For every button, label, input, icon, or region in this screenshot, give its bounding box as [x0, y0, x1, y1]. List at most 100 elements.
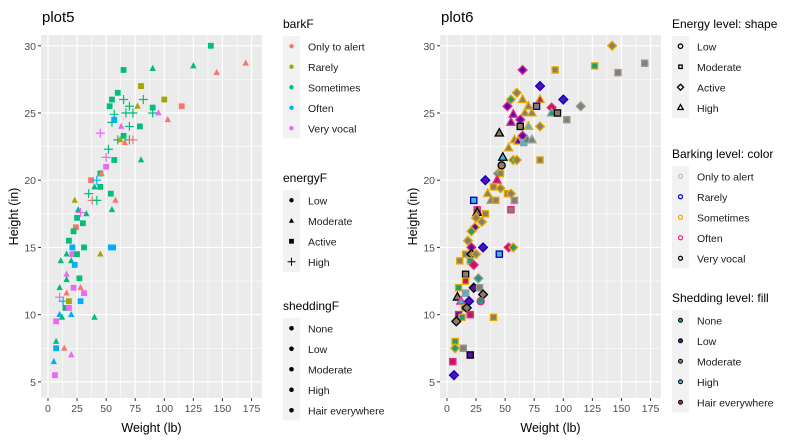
data-point: [116, 136, 124, 143]
data-point: [534, 93, 546, 104]
data-point: [98, 169, 105, 176]
data-point: [563, 115, 571, 124]
data-point: [482, 187, 493, 198]
data-point: [480, 174, 491, 186]
x-axis-label: Weight (lb): [520, 421, 580, 435]
data-point: [516, 122, 525, 131]
data-point: [190, 62, 197, 69]
data-point: [161, 96, 168, 103]
legend-key-rarely: [677, 194, 684, 200]
data-point: [75, 205, 82, 213]
data-point: [81, 244, 87, 251]
legend-group: Energy level: shape Low Moderate Active High: [672, 17, 778, 118]
legend-key-only-to-alert: [677, 173, 684, 179]
data-point: [101, 152, 111, 162]
plot-panel-plot6: plot6 0 25 50 75 100 125 150 175 5 10 15 20 25 30 Weigh…: [406, 9, 778, 435]
data-point: [476, 216, 488, 228]
data-point: [88, 177, 94, 184]
data-point: [71, 196, 78, 203]
legend-label: High: [308, 385, 330, 397]
legend-key-low: [289, 198, 294, 203]
legend-title: Energy level: shape: [672, 17, 778, 31]
data-point: [103, 163, 110, 170]
legend-label: Moderate: [697, 356, 742, 368]
data-point: [74, 214, 80, 221]
data-point: [63, 289, 70, 296]
data-point: [455, 295, 467, 305]
legend-label: Hair everywhere: [308, 405, 385, 417]
legend-group: barkF Only to alert Rarely Sometimes Often Ve…: [283, 17, 365, 139]
legend-title: sheddingF: [283, 299, 339, 313]
legend-label: Moderate: [308, 216, 353, 228]
legend-key-sometimes: [289, 85, 294, 90]
legend-key-hair-everywhere: [678, 399, 683, 405]
legend-title: energyF: [283, 171, 327, 185]
data-point: [507, 206, 515, 214]
x-axis-label: Weight (lb): [121, 421, 181, 435]
data-point: [71, 262, 78, 268]
plot-panel-plot5: plot5 0 25 50 75 100 125 150 175 5 10 15 20 25 30 Weigh…: [7, 9, 385, 435]
data-point: [495, 250, 504, 258]
data-point: [164, 115, 171, 123]
data-point: [461, 270, 470, 279]
y-tick-label: 15: [423, 242, 435, 254]
legend-label: Active: [308, 236, 337, 248]
data-point: [70, 284, 77, 291]
data-point: [62, 305, 69, 311]
data-point: [476, 296, 485, 306]
legend-label: Only to alert: [697, 171, 754, 183]
data-point: [68, 257, 75, 264]
legend-group: sheddingF None Low Moderate High Hair everywh…: [283, 299, 385, 421]
data-point: [489, 313, 498, 322]
legend-key-active: [289, 238, 294, 244]
data-point: [148, 108, 158, 118]
legend-key-background: [283, 190, 300, 272]
data-point: [517, 93, 528, 104]
plot-background: [41, 35, 262, 398]
legend-label: High: [697, 377, 719, 389]
y-tick-label: 5: [429, 377, 435, 389]
data-point: [121, 138, 128, 145]
data-point: [92, 175, 102, 185]
data-point: [473, 273, 484, 284]
data-point: [137, 156, 145, 163]
x-tick-label: 25: [470, 403, 482, 415]
data-point: [120, 132, 127, 139]
legend-label: Sometimes: [697, 212, 750, 224]
data-point: [149, 104, 156, 111]
data-point: [84, 189, 94, 199]
data-point: [517, 64, 528, 76]
data-point: [491, 174, 503, 184]
y-tick-label: 15: [24, 242, 36, 254]
data-point: [461, 277, 470, 285]
data-point: [536, 156, 544, 164]
data-point: [497, 151, 509, 161]
data-point: [66, 298, 72, 305]
data-point: [534, 80, 546, 92]
legend-key-background: [672, 36, 689, 118]
data-point: [492, 196, 500, 205]
data-point: [494, 127, 505, 137]
legend-label: High: [697, 103, 719, 115]
data-point: [459, 344, 468, 353]
legend-key-moderate: [678, 358, 683, 364]
x-tick-label: 0: [45, 403, 51, 415]
data-point: [449, 357, 457, 366]
legend-label: Low: [308, 344, 328, 356]
data-point: [76, 275, 83, 282]
data-point: [77, 298, 84, 305]
data-point: [112, 196, 119, 203]
data-point: [92, 195, 102, 205]
data-point: [523, 100, 534, 110]
data-point: [155, 109, 162, 116]
data-point: [68, 310, 75, 318]
data-point: [58, 313, 66, 320]
data-point: [76, 207, 86, 217]
data-point: [470, 212, 482, 224]
data-point: [114, 89, 121, 96]
data-point: [52, 337, 60, 344]
data-point: [61, 344, 68, 351]
y-tick-label: 5: [30, 377, 36, 389]
data-point: [97, 250, 104, 257]
data-point: [456, 257, 464, 265]
